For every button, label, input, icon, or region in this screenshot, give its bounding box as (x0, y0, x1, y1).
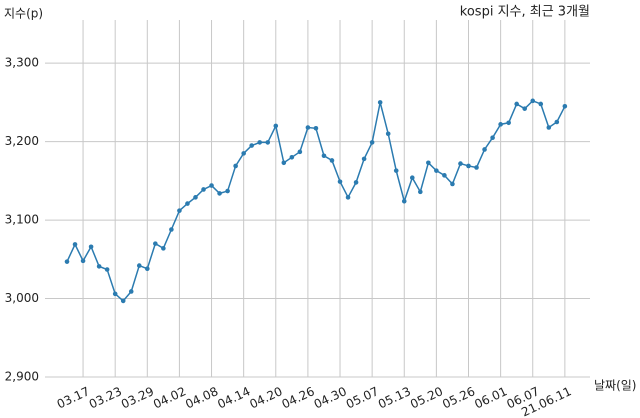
x-tick-label: 03.23 (87, 384, 124, 411)
y-axis-label: 지수(p) (4, 7, 43, 21)
x-tick-label: 05.26 (440, 384, 477, 411)
point (225, 188, 230, 194)
point (112, 291, 118, 297)
point (418, 189, 423, 195)
y-tick-label: 3,200 (5, 134, 39, 148)
point (329, 158, 335, 163)
point (522, 106, 528, 111)
point (546, 125, 552, 130)
point (217, 191, 222, 196)
point (345, 195, 351, 200)
point (538, 101, 544, 107)
point (120, 298, 126, 304)
point (458, 161, 463, 166)
point (161, 246, 166, 251)
point (321, 153, 327, 159)
y-tick-label: 3,100 (5, 213, 39, 227)
point (297, 149, 303, 155)
point (104, 267, 110, 272)
point (554, 119, 560, 125)
point (514, 101, 519, 107)
point (385, 131, 391, 137)
point (241, 151, 246, 156)
point (361, 156, 367, 162)
point (257, 140, 263, 145)
point (305, 125, 311, 130)
x-tick-label: 04.02 (151, 384, 188, 411)
point (80, 258, 86, 264)
point (313, 125, 319, 131)
point (353, 180, 359, 185)
point (281, 160, 287, 166)
point (474, 165, 479, 170)
point (530, 98, 536, 104)
point (185, 201, 190, 206)
x-tick-label: 04.20 (247, 384, 284, 411)
point (409, 175, 415, 181)
y-tick-label: 2,900 (5, 370, 39, 384)
x-tick-label: 03.29 (119, 384, 156, 411)
point (337, 179, 343, 184)
point (490, 135, 495, 140)
point (273, 123, 279, 129)
chart-title: kospi 지수, 최근 3개월 (460, 5, 590, 20)
point (377, 100, 383, 105)
point (96, 264, 102, 269)
x-axis-label: 날짜(일) (594, 379, 636, 393)
point (169, 227, 174, 232)
point (466, 163, 471, 169)
point (562, 104, 568, 109)
point (209, 183, 214, 188)
x-tick-label: 04.08 (183, 384, 220, 411)
point (450, 181, 455, 187)
point (265, 140, 271, 145)
point (72, 242, 78, 247)
point (177, 208, 182, 213)
point (233, 163, 238, 169)
point (193, 195, 198, 200)
x-tick-label: 05.13 (376, 384, 413, 411)
point (426, 160, 431, 166)
point (506, 120, 511, 126)
y-tick-label: 3,000 (5, 291, 39, 305)
point (64, 259, 70, 264)
point (369, 140, 375, 145)
x-tick-label: 03.17 (55, 384, 92, 411)
x-tick-label: 04.26 (280, 384, 317, 411)
line (66, 99, 566, 302)
x-tick-label: 04.14 (215, 384, 252, 411)
point (401, 198, 407, 204)
point (289, 155, 295, 160)
point (498, 122, 503, 127)
point (145, 266, 150, 272)
point (482, 147, 487, 152)
point (88, 244, 94, 250)
point (249, 143, 254, 148)
point (128, 289, 134, 294)
point (442, 173, 447, 178)
point (153, 241, 158, 246)
point (201, 187, 206, 192)
x-tick-label: 06.01 (472, 384, 509, 411)
point (434, 168, 439, 173)
y-tick-label: 3,300 (5, 56, 39, 70)
point (136, 263, 142, 268)
x-tick-label: 05.20 (408, 384, 445, 411)
x-tick-label: 05.07 (344, 384, 381, 411)
point (393, 168, 399, 173)
x-tick-label: 04.30 (312, 384, 349, 411)
